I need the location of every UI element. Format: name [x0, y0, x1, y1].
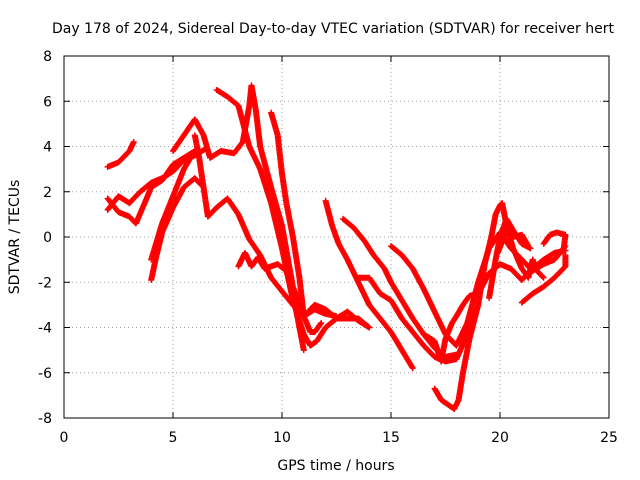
x-tick-labels: 0 5 10 15 20 25 — [60, 430, 618, 446]
x-tick-label: 25 — [600, 430, 618, 446]
data-point — [560, 249, 567, 256]
y-tick-label: -4 — [38, 321, 52, 337]
data-point — [540, 274, 547, 281]
y-tick-label: 0 — [43, 230, 52, 246]
x-tick-label: 20 — [491, 430, 509, 446]
y-tick-label: 2 — [43, 185, 52, 201]
data-point — [317, 320, 324, 327]
y-tick-label: -8 — [38, 411, 52, 427]
data-point — [366, 324, 373, 331]
series-track-20 — [540, 229, 569, 256]
series-track-11 — [322, 197, 416, 372]
series-track-3 — [104, 148, 198, 227]
y-tick-label: 8 — [43, 49, 52, 65]
y-tick-label: 6 — [43, 94, 52, 110]
x-tick-label: 15 — [382, 430, 400, 446]
data-point — [318, 319, 325, 326]
data-point — [187, 154, 194, 161]
data-points — [104, 82, 569, 412]
plot-frame — [63, 55, 610, 419]
x-axis-label: GPS time / hours — [277, 458, 394, 474]
y-tick-label: -2 — [38, 275, 52, 291]
series-track-1 — [104, 138, 137, 170]
data-point — [525, 243, 532, 250]
y-tick-labels: -8 -6 -4 -2 0 2 4 6 8 — [38, 49, 52, 427]
series-track-10 — [268, 109, 325, 336]
chart-title: Day 178 of 2024, Sidereal Day-to-day VTE… — [52, 21, 614, 37]
y-tick-label: 4 — [43, 140, 52, 156]
series-track-19 — [518, 252, 569, 306]
x-tick-label: 0 — [60, 430, 69, 446]
data-point — [130, 138, 137, 145]
data-point — [409, 365, 416, 372]
data-point — [300, 347, 307, 354]
series-track-9 — [235, 249, 307, 354]
series-track-5 — [148, 154, 194, 263]
series-track-16 — [431, 200, 547, 412]
data-point — [539, 273, 546, 280]
x-tick-label: 10 — [273, 430, 291, 446]
x-tick-label: 5 — [169, 430, 178, 446]
y-tick-label: -6 — [38, 366, 52, 382]
y-axis-label: SDTVAR / TECUs — [7, 180, 23, 295]
series-track-18 — [494, 227, 532, 256]
